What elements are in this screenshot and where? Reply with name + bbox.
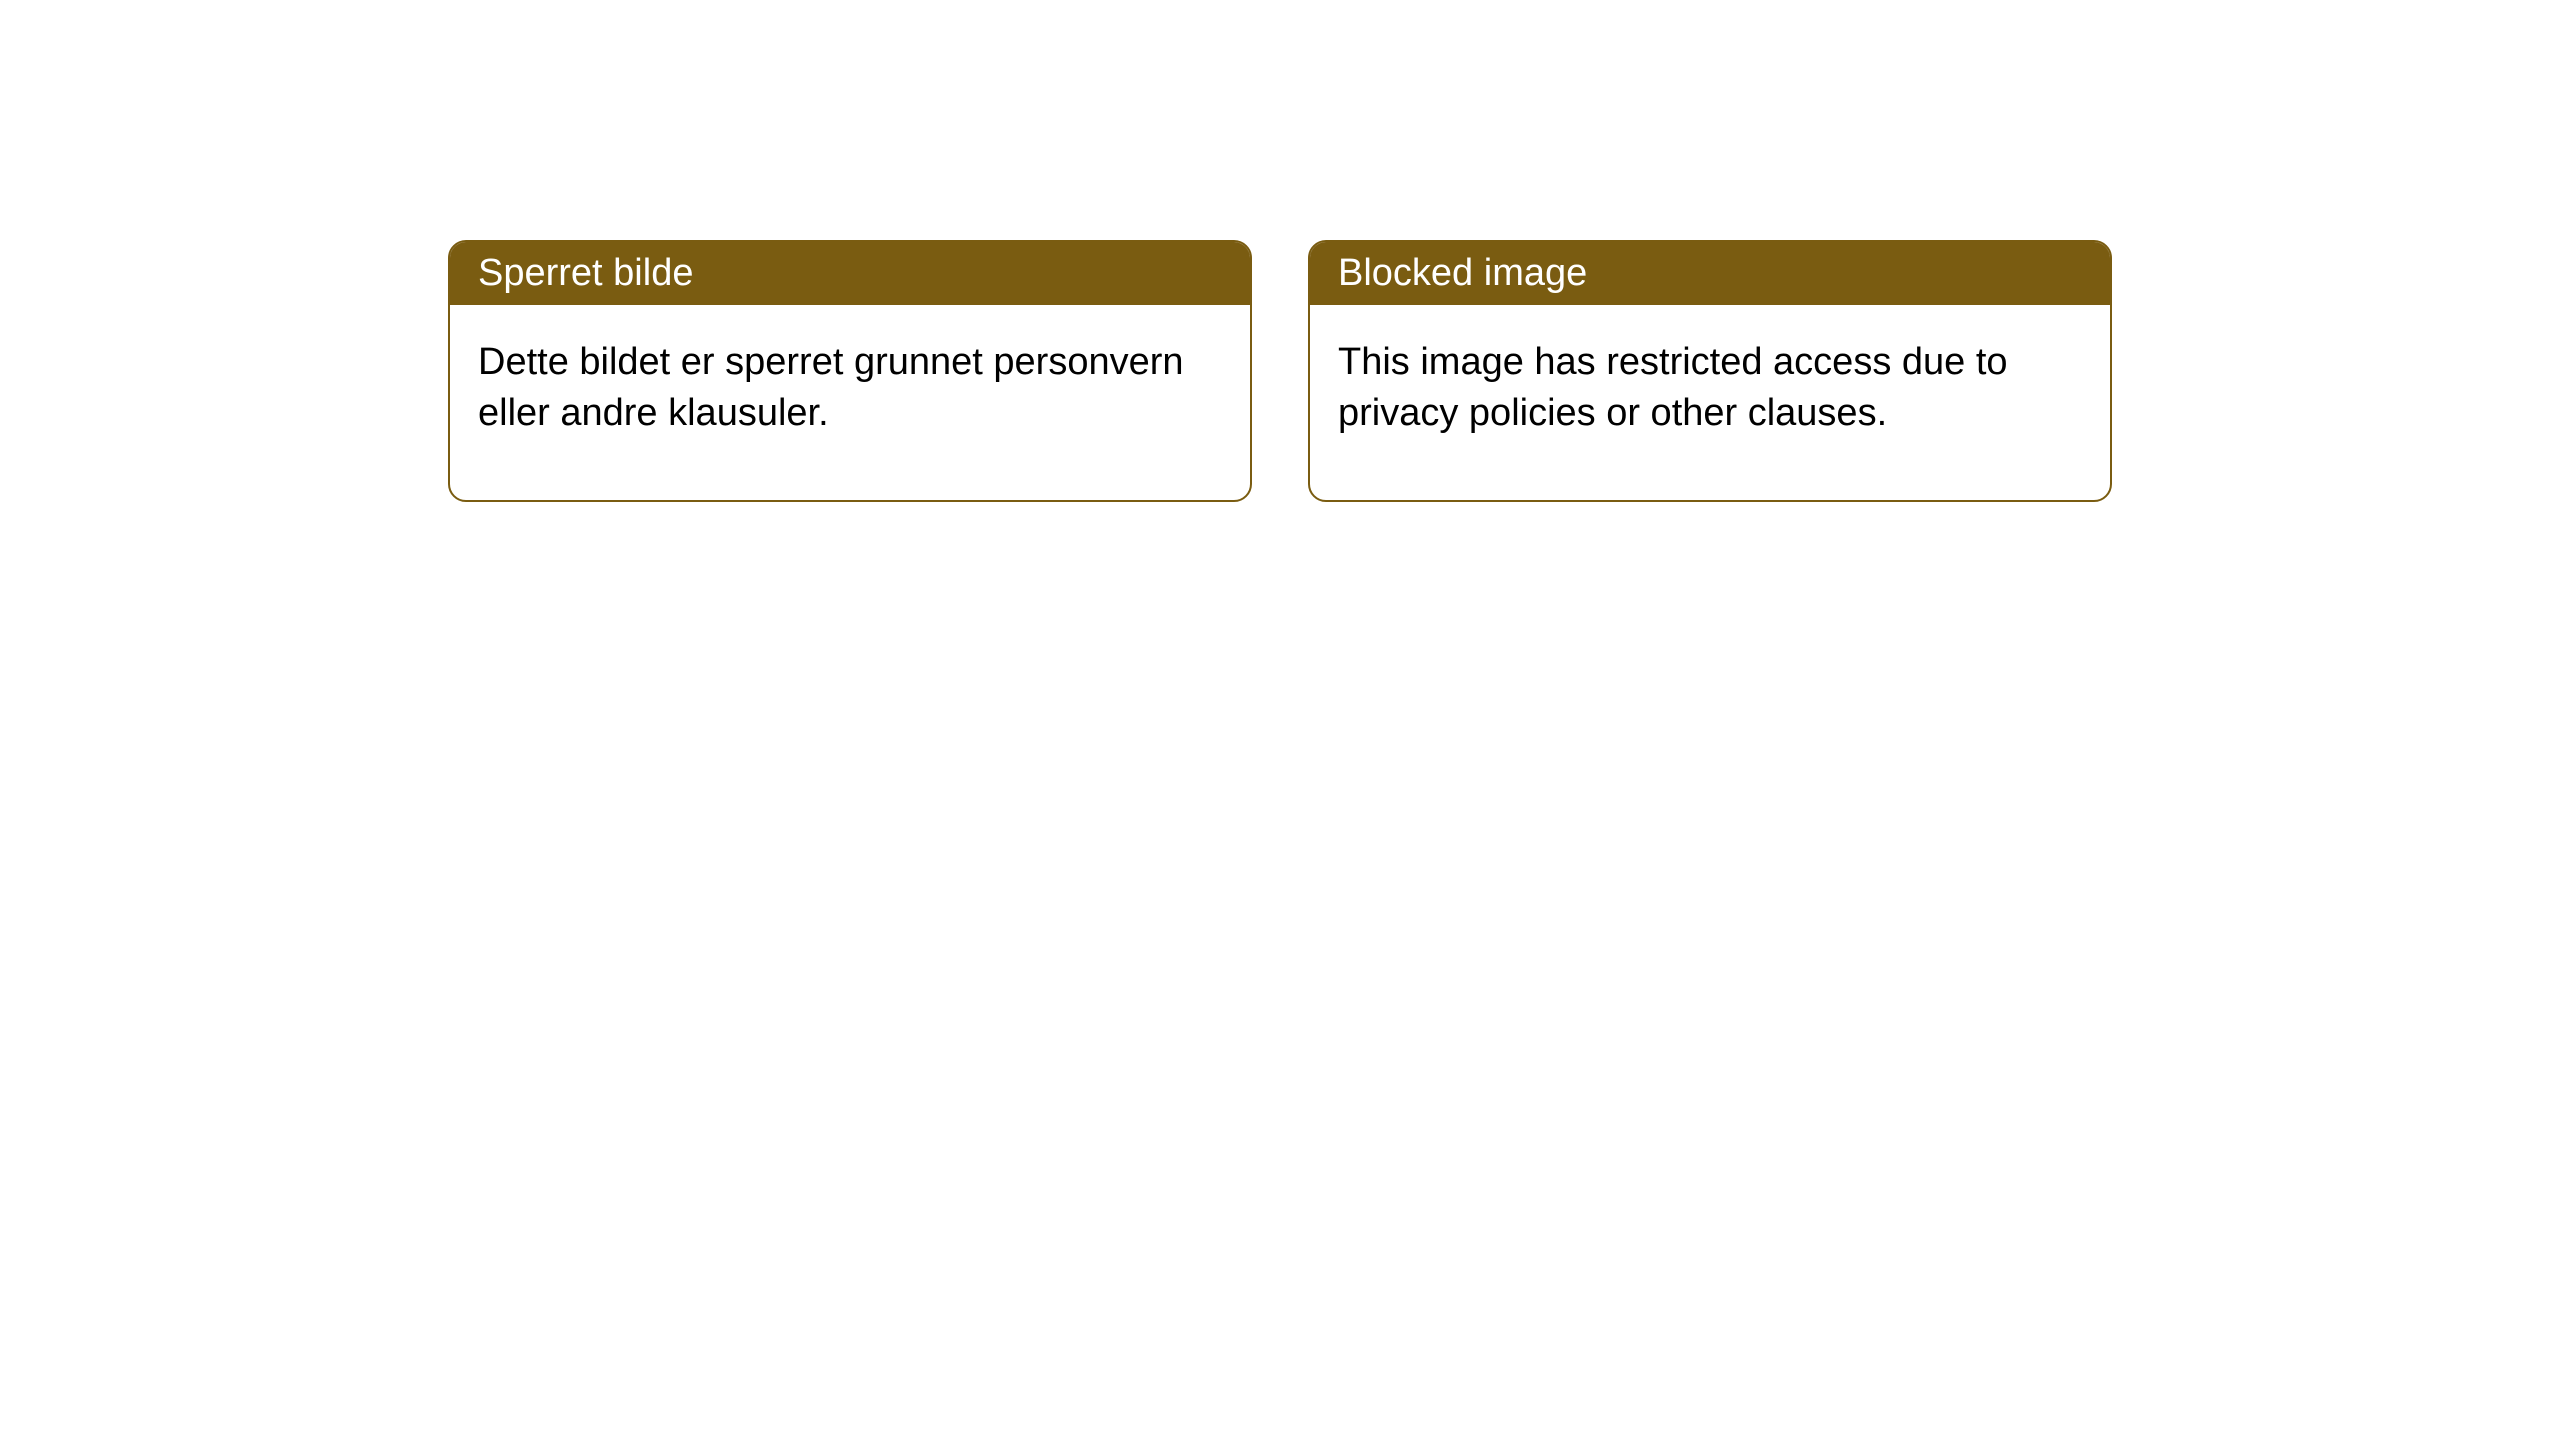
cards-container: Sperret bilde Dette bildet er sperret gr… [448, 240, 2112, 502]
blocked-image-card-no: Sperret bilde Dette bildet er sperret gr… [448, 240, 1252, 502]
card-title: Blocked image [1338, 252, 1587, 294]
card-body-text: This image has restricted access due to … [1338, 341, 2008, 434]
card-header: Blocked image [1310, 242, 2110, 305]
card-header: Sperret bilde [450, 242, 1250, 305]
card-title: Sperret bilde [478, 252, 693, 294]
blocked-image-card-en: Blocked image This image has restricted … [1308, 240, 2112, 502]
card-body: Dette bildet er sperret grunnet personve… [450, 305, 1250, 500]
card-body-text: Dette bildet er sperret grunnet personve… [478, 341, 1184, 434]
card-body: This image has restricted access due to … [1310, 305, 2110, 500]
